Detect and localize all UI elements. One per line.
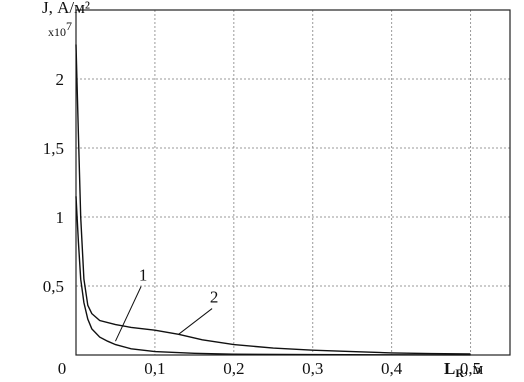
grid-lines (76, 10, 510, 355)
x-tick-label-5: 0,5 (460, 359, 481, 378)
y-tick-label-0: 0,5 (43, 277, 64, 296)
y-axis-label: J, А/м² (42, 0, 90, 17)
y-tick-labels: 0,5 1 1,5 2 (43, 70, 64, 296)
annotation-leader-2 (178, 308, 213, 335)
x-tick-label-3: 0,3 (302, 359, 323, 378)
x-axis-label-subscript: R (455, 366, 464, 380)
annotations: 12 (115, 265, 219, 342)
series-line-2 (75, 44, 471, 355)
plot-frame (75, 9, 511, 356)
x-tick-label-2: 0,2 (223, 359, 244, 378)
y-tick-label-3: 2 (56, 70, 65, 89)
x-axis-label-main: L (444, 359, 455, 378)
x-tick-labels: 0 0,1 0,2 0,3 0,4 0,5 (58, 359, 481, 378)
y-tick-label-2: 1,5 (43, 139, 64, 158)
annotation-label-2: 2 (210, 288, 219, 307)
x-tick-label-1: 0,1 (144, 359, 165, 378)
y-tick-label-1: 1 (56, 208, 65, 227)
y-axis-multiplier-base: x10 (48, 25, 66, 39)
y-axis-multiplier-exponent: 7 (66, 19, 72, 33)
y-axis-multiplier: x107 (48, 19, 72, 39)
x-axis-label: LR, м (444, 359, 484, 380)
x-axis-label-unit: , м (464, 359, 484, 378)
series-line-1 (75, 196, 471, 356)
x-tick-label-0: 0 (58, 359, 67, 378)
x-tick-label-4: 0,4 (381, 359, 403, 378)
annotation-leader-1 (115, 286, 142, 342)
series-lines (75, 44, 471, 356)
annotation-label-1: 1 (139, 265, 148, 284)
